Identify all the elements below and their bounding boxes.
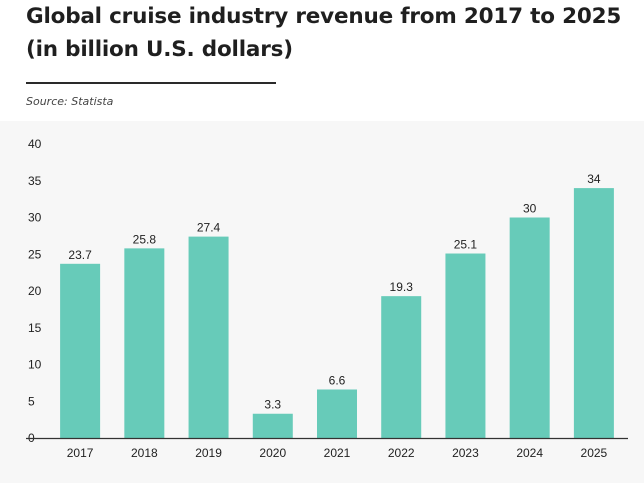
x-tick-label-2022: 2022 bbox=[388, 446, 415, 460]
bar-2023 bbox=[445, 253, 486, 438]
bar-2019 bbox=[188, 236, 229, 438]
x-tick-label-2024: 2024 bbox=[516, 446, 543, 460]
y-tick-label: 40 bbox=[28, 137, 42, 151]
bar-2017 bbox=[60, 263, 101, 438]
bar-2024 bbox=[509, 217, 550, 438]
bar-2022 bbox=[381, 296, 422, 438]
bar-2025 bbox=[573, 188, 614, 438]
y-tick-label: 25 bbox=[28, 247, 42, 261]
x-tick-label-2021: 2021 bbox=[324, 446, 351, 460]
y-tick-label: 20 bbox=[28, 284, 42, 298]
chart-title: Global cruise industry revenue from 2017… bbox=[26, 0, 636, 66]
value-label-2020: 3.3 bbox=[264, 398, 281, 412]
x-tick-label-2025: 2025 bbox=[581, 446, 608, 460]
value-label-2024: 30 bbox=[523, 202, 537, 216]
value-label-2018: 25.8 bbox=[133, 232, 157, 246]
bar-2020 bbox=[252, 413, 293, 438]
chart-title-line-1: Global cruise industry revenue from 2017… bbox=[26, 4, 622, 29]
x-tick-label-2018: 2018 bbox=[131, 446, 158, 460]
value-label-2019: 27.4 bbox=[197, 221, 221, 235]
y-tick-label: 10 bbox=[28, 358, 42, 372]
x-tick-label-2017: 2017 bbox=[67, 446, 94, 460]
chart-title-line-2: (in billion U.S. dollars) bbox=[26, 37, 293, 62]
y-tick-label: 5 bbox=[28, 394, 35, 408]
bar-2021 bbox=[317, 389, 357, 438]
y-tick-label: 30 bbox=[28, 211, 42, 225]
value-label-2022: 19.3 bbox=[390, 280, 414, 294]
x-tick-label-2023: 2023 bbox=[452, 446, 479, 460]
value-label-2021: 6.6 bbox=[329, 373, 346, 387]
chart-header: Global cruise industry revenue from 2017… bbox=[0, 0, 644, 120]
value-label-2017: 23.7 bbox=[68, 248, 92, 262]
y-tick-label: 15 bbox=[28, 321, 42, 335]
value-label-2025: 34 bbox=[587, 172, 601, 186]
x-tick-label-2019: 2019 bbox=[195, 446, 222, 460]
bar-2018 bbox=[124, 248, 165, 438]
y-tick-label: 35 bbox=[28, 174, 42, 188]
title-divider bbox=[26, 82, 276, 84]
value-label-2023: 25.1 bbox=[454, 238, 478, 252]
x-tick-label-2020: 2020 bbox=[259, 446, 286, 460]
source-note: Source: Statista bbox=[26, 95, 114, 108]
